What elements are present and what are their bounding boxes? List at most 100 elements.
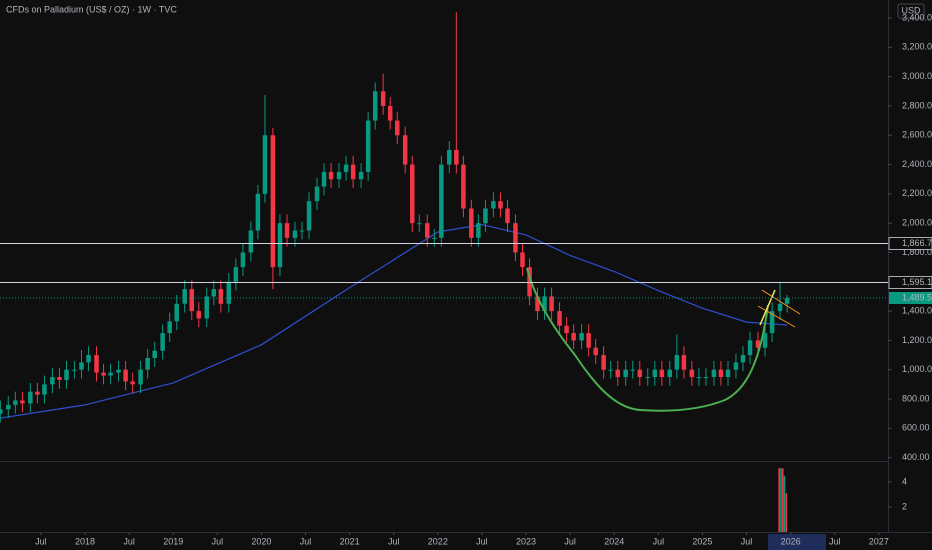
candle-body bbox=[86, 355, 91, 363]
trend-line bbox=[761, 289, 801, 315]
candle-body bbox=[601, 355, 606, 370]
candle-body bbox=[284, 223, 290, 238]
y-tick-label: 1,000.00 bbox=[902, 364, 932, 374]
candle-body bbox=[461, 164, 466, 209]
candle-body bbox=[659, 369, 665, 378]
candle-body bbox=[372, 91, 378, 121]
candle-body bbox=[769, 311, 775, 334]
candle-body bbox=[733, 362, 739, 370]
candle-body bbox=[328, 171, 334, 180]
candle-body bbox=[535, 296, 540, 312]
candle-body bbox=[718, 369, 724, 378]
candle-body bbox=[101, 372, 106, 376]
currency-box[interactable] bbox=[897, 3, 925, 19]
volume-bar bbox=[785, 493, 788, 532]
volume-bar bbox=[783, 475, 786, 532]
candle-body bbox=[138, 369, 143, 385]
candle-body bbox=[35, 391, 40, 395]
candle-body bbox=[167, 321, 172, 334]
candle-body bbox=[469, 208, 474, 238]
candle-body bbox=[365, 120, 371, 172]
candle-body bbox=[255, 193, 261, 231]
candle-body bbox=[762, 333, 768, 348]
candle-body bbox=[674, 355, 680, 370]
y-tick-label: 3,000.00 bbox=[902, 71, 932, 81]
x-tick-label: 2024 bbox=[604, 536, 624, 546]
volume-tick-label: 4 bbox=[902, 476, 907, 486]
chart-title: CFDs on Palladium (US$ / OZ) · 1W · TVC bbox=[6, 4, 177, 14]
candle-body bbox=[314, 186, 320, 202]
candle-body bbox=[0, 409, 3, 414]
candle-body bbox=[777, 303, 783, 312]
volume-bar bbox=[778, 468, 780, 532]
x-tick-label: 2021 bbox=[340, 536, 360, 546]
x-tick-label: 2023 bbox=[516, 536, 536, 546]
plot-area bbox=[0, 12, 790, 423]
x-tick-label: 2018 bbox=[75, 536, 95, 546]
candle-body bbox=[432, 237, 437, 239]
x-tick-label: Jul bbox=[300, 536, 312, 546]
x-tick-label: Jul bbox=[653, 536, 665, 546]
candle-body bbox=[409, 164, 415, 224]
x-tick-label: Jul bbox=[212, 536, 224, 546]
candle-body bbox=[696, 377, 702, 379]
candle-body bbox=[667, 369, 673, 378]
x-tick-label: 2020 bbox=[251, 536, 271, 546]
candle-body bbox=[6, 404, 11, 410]
candle-body bbox=[623, 369, 628, 378]
candle-body bbox=[505, 208, 510, 224]
candle-body bbox=[513, 223, 518, 253]
candle-body bbox=[262, 135, 268, 194]
candle-body bbox=[42, 384, 47, 395]
candle-body bbox=[476, 223, 481, 238]
volume-bar bbox=[780, 468, 782, 532]
candle-body bbox=[571, 333, 576, 341]
candle-body bbox=[402, 135, 408, 165]
candle-body bbox=[343, 164, 349, 172]
candle-body bbox=[145, 357, 150, 370]
candle-body bbox=[424, 223, 430, 238]
candle-body bbox=[233, 267, 239, 282]
candle-body bbox=[108, 372, 113, 376]
candle-body bbox=[498, 201, 503, 209]
candle-body bbox=[64, 369, 69, 380]
y-tick-label: 1,400.00 bbox=[902, 305, 932, 315]
currency[interactable]: USD bbox=[901, 5, 921, 15]
candle-body bbox=[630, 369, 635, 371]
candle-body bbox=[711, 369, 717, 378]
candle-body bbox=[608, 369, 613, 371]
candle-body bbox=[189, 289, 194, 312]
candle-body bbox=[725, 369, 731, 378]
y-tick-label: 800.00 bbox=[902, 393, 930, 403]
candle-body bbox=[218, 289, 224, 304]
current-period-highlight bbox=[768, 534, 826, 550]
candle-body bbox=[483, 208, 488, 224]
candle-body bbox=[204, 296, 209, 319]
candle-body bbox=[306, 201, 312, 231]
x-tick-label: 2022 bbox=[428, 536, 448, 546]
x-tick-label: Jul bbox=[564, 536, 576, 546]
x-tick-label: Jul bbox=[123, 536, 135, 546]
candle-body bbox=[116, 369, 121, 373]
candle-body bbox=[387, 105, 393, 121]
candle-body bbox=[182, 289, 187, 304]
candle-body bbox=[248, 230, 254, 253]
candle-body bbox=[211, 289, 217, 297]
y-tick-label: 3,200.00 bbox=[902, 42, 932, 52]
trend-line bbox=[757, 305, 796, 328]
y-tick-label: 2,400.00 bbox=[902, 159, 932, 169]
candle-body bbox=[270, 135, 276, 268]
candle-body bbox=[681, 355, 687, 370]
candle-body bbox=[299, 230, 305, 232]
candle-body bbox=[358, 171, 364, 180]
y-tick-label: 600.00 bbox=[902, 423, 930, 433]
candle-body bbox=[277, 223, 283, 268]
candle-body bbox=[13, 400, 18, 405]
candle-body bbox=[292, 230, 298, 238]
candle-body bbox=[395, 120, 400, 136]
candle-body bbox=[447, 149, 452, 165]
trend-line bbox=[759, 289, 776, 326]
